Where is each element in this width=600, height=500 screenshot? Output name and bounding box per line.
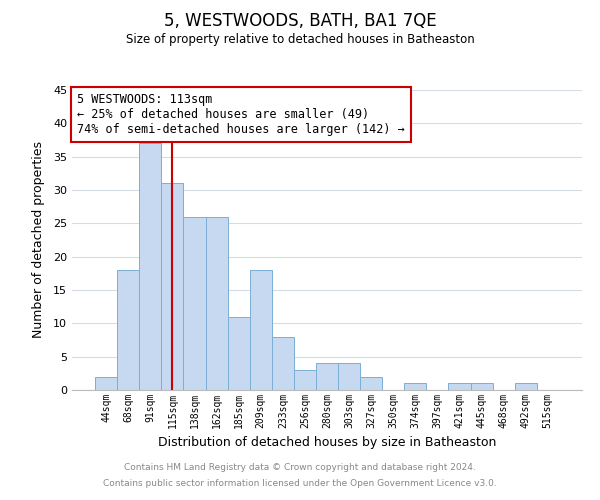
Text: 5 WESTWOODS: 113sqm
← 25% of detached houses are smaller (49)
74% of semi-detach: 5 WESTWOODS: 113sqm ← 25% of detached ho…	[77, 93, 405, 136]
Bar	[338, 364, 360, 390]
Bar	[117, 270, 139, 390]
Bar	[95, 376, 117, 390]
Bar	[294, 370, 316, 390]
Y-axis label: Number of detached properties: Number of detached properties	[32, 142, 44, 338]
Text: Size of property relative to detached houses in Batheaston: Size of property relative to detached ho…	[125, 32, 475, 46]
Bar	[404, 384, 427, 390]
Bar	[250, 270, 272, 390]
Bar	[448, 384, 470, 390]
Text: Contains HM Land Registry data © Crown copyright and database right 2024.: Contains HM Land Registry data © Crown c…	[124, 464, 476, 472]
Bar	[316, 364, 338, 390]
Bar	[360, 376, 382, 390]
Bar	[272, 336, 294, 390]
Text: Contains public sector information licensed under the Open Government Licence v3: Contains public sector information licen…	[103, 478, 497, 488]
Bar	[206, 216, 227, 390]
Bar	[139, 144, 161, 390]
Text: 5, WESTWOODS, BATH, BA1 7QE: 5, WESTWOODS, BATH, BA1 7QE	[164, 12, 436, 30]
Bar	[161, 184, 184, 390]
X-axis label: Distribution of detached houses by size in Batheaston: Distribution of detached houses by size …	[158, 436, 496, 450]
Bar	[470, 384, 493, 390]
Bar	[184, 216, 206, 390]
Bar	[227, 316, 250, 390]
Bar	[515, 384, 537, 390]
